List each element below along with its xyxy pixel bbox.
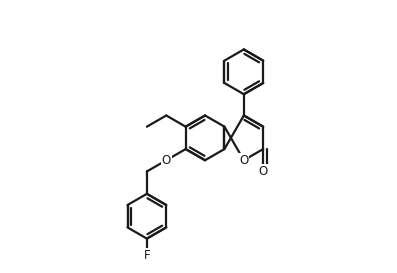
Text: F: F	[144, 249, 150, 262]
Text: O: O	[239, 154, 249, 167]
Text: O: O	[258, 165, 268, 178]
Text: O: O	[162, 154, 171, 167]
